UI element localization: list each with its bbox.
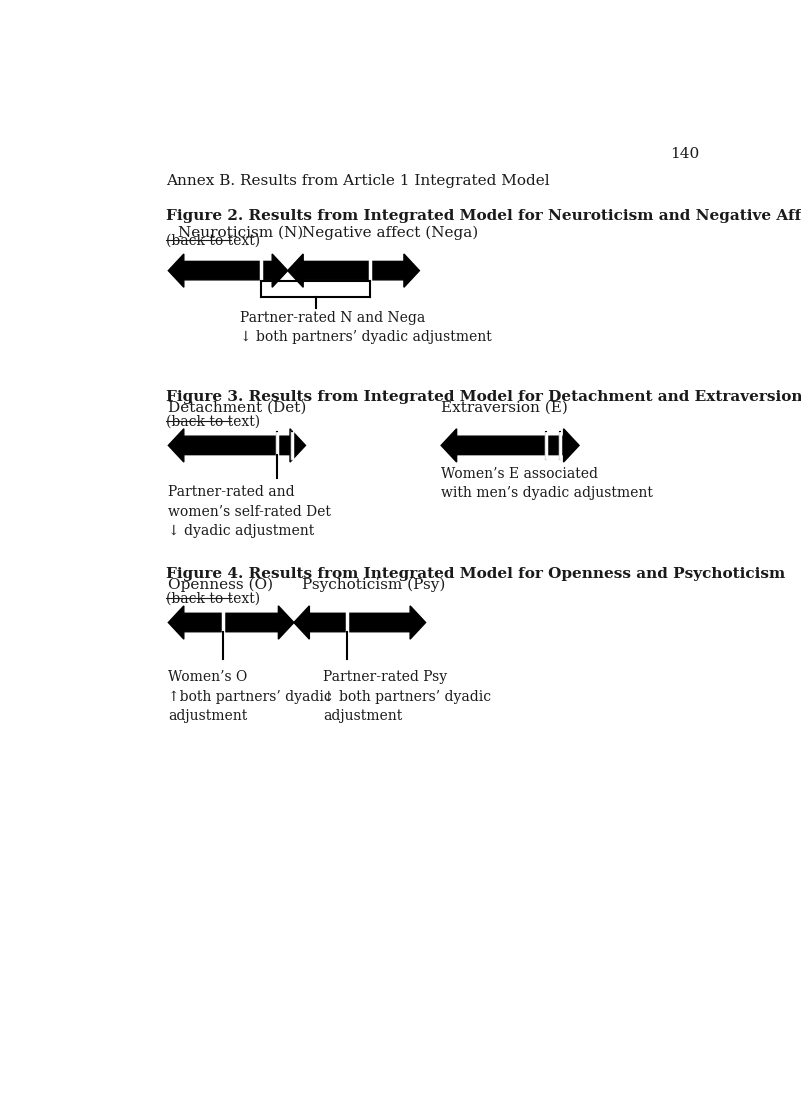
Polygon shape bbox=[168, 254, 288, 287]
Text: (back to text): (back to text) bbox=[166, 415, 260, 429]
Text: Figure 3. Results from Integrated Model for Detachment and Extraversion: Figure 3. Results from Integrated Model … bbox=[166, 390, 801, 404]
Text: (back to text): (back to text) bbox=[166, 234, 260, 248]
Polygon shape bbox=[168, 605, 294, 639]
Text: Openness (O): Openness (O) bbox=[168, 578, 273, 592]
Polygon shape bbox=[168, 429, 305, 462]
Text: Partner-rated N and Nega
↓ both partners’ dyadic adjustment: Partner-rated N and Nega ↓ both partners… bbox=[239, 311, 491, 344]
Text: 140: 140 bbox=[670, 147, 700, 161]
Polygon shape bbox=[288, 254, 420, 287]
Polygon shape bbox=[441, 429, 579, 462]
Text: Negative affect (Nega): Negative affect (Nega) bbox=[302, 226, 478, 239]
Text: Extraversion (E): Extraversion (E) bbox=[441, 401, 568, 415]
Text: Partner-rated and
women’s self-rated Det
↓ dyadic adjustment: Partner-rated and women’s self-rated Det… bbox=[168, 485, 331, 539]
Text: Annex B. Results from Article 1 Integrated Model: Annex B. Results from Article 1 Integrat… bbox=[166, 175, 549, 188]
Text: Partner-rated Psy
↓ both partners’ dyadic
adjustment: Partner-rated Psy ↓ both partners’ dyadi… bbox=[324, 670, 492, 723]
Text: Figure 2. Results from Integrated Model for Neuroticism and Negative Affect: Figure 2. Results from Integrated Model … bbox=[166, 209, 801, 223]
Text: Detachment (Det): Detachment (Det) bbox=[168, 401, 307, 415]
Text: Women’s E associated
with men’s dyadic adjustment: Women’s E associated with men’s dyadic a… bbox=[441, 467, 653, 501]
Text: (back to text): (back to text) bbox=[166, 592, 260, 605]
Text: Figure 4. Results from Integrated Model for Openness and Psychoticism: Figure 4. Results from Integrated Model … bbox=[166, 567, 785, 581]
Text: Psychoticism (Psy): Psychoticism (Psy) bbox=[302, 578, 445, 592]
Text: Women’s O
↑both partners’ dyadic
adjustment: Women’s O ↑both partners’ dyadic adjustm… bbox=[168, 670, 332, 723]
Polygon shape bbox=[294, 605, 425, 639]
Text: Neuroticism (N): Neuroticism (N) bbox=[178, 226, 303, 239]
